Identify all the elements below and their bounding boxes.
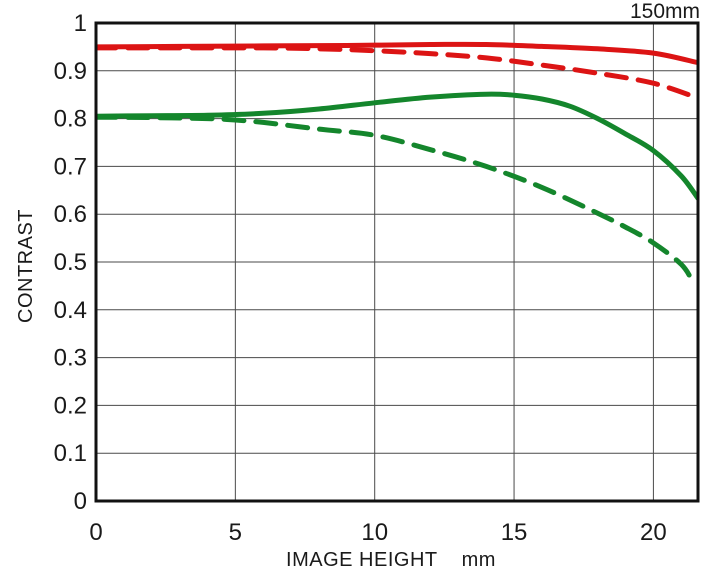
- series-red-solid-line: [96, 41, 698, 66]
- y-tick-label: 0.4: [54, 297, 87, 324]
- series-layer: [96, 41, 698, 284]
- series-red-dashed-line: [96, 45, 698, 101]
- y-tick-label: 1: [74, 10, 87, 37]
- y-tick-label: 0.2: [54, 392, 87, 419]
- y-tick-label: 0.9: [54, 58, 87, 85]
- chart-title: 150mm: [630, 0, 700, 23]
- y-tick-label: 0.8: [54, 106, 87, 133]
- x-axis-title-text: IMAGE HEIGHT: [286, 549, 438, 570]
- x-tick-label: 10: [361, 519, 388, 546]
- gridlines: [95, 22, 698, 502]
- plot-border: [94, 21, 700, 503]
- y-tick-label: 0.1: [54, 440, 87, 467]
- x-tick-label: 20: [640, 519, 667, 546]
- series-green-solid-line: [96, 91, 698, 201]
- x-tick-label: 15: [501, 519, 528, 546]
- x-tick-label: 5: [229, 519, 242, 546]
- y-tick-label: 0.7: [54, 153, 87, 180]
- y-axis-title: CONTRAST: [15, 209, 37, 323]
- y-axis-tick-labels: 0 0.1 0.2 0.3 0.4 0.5 0.6 0.7 0.8 0.9 1: [54, 10, 87, 515]
- y-tick-label: 0.3: [54, 345, 87, 372]
- y-tick-label: 0.6: [54, 201, 87, 228]
- y-tick-label: 0: [74, 488, 87, 515]
- x-axis-unit: mm: [462, 549, 496, 570]
- series-green-dashed-line: [96, 114, 695, 284]
- x-axis-title: IMAGE HEIGHT mm: [286, 549, 496, 570]
- x-axis-tick-labels: 0 5 10 15 20: [89, 519, 666, 546]
- y-tick-label: 0.5: [54, 249, 87, 276]
- x-tick-label: 0: [89, 519, 102, 546]
